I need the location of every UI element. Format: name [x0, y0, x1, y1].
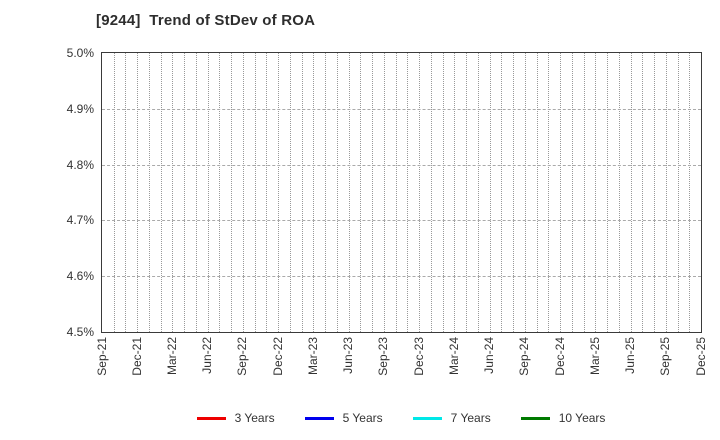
gridline-vertical [454, 53, 456, 332]
gridline-vertical [665, 53, 667, 332]
gridline-vertical [254, 53, 256, 332]
y-tick-label: 4.9% [66, 101, 94, 116]
y-tick-label: 4.6% [66, 269, 94, 284]
y-tick-label: 4.7% [66, 213, 94, 228]
gridline-vertical [407, 53, 409, 332]
gridline-vertical [466, 53, 468, 332]
gridline-vertical [654, 53, 656, 332]
plot-area [101, 52, 702, 333]
gridline-horizontal [102, 108, 701, 110]
gridline-vertical [278, 53, 280, 332]
x-tick-label: Sep-22 [235, 337, 250, 376]
gridline-vertical [419, 53, 421, 332]
x-tick-label: Dec-23 [411, 337, 426, 376]
gridline-vertical [583, 53, 585, 332]
gridline-vertical [477, 53, 479, 332]
gridline-vertical [184, 53, 186, 332]
x-tick-label: Dec-22 [270, 337, 285, 376]
gridline-vertical [689, 53, 691, 332]
legend-label: 10 Years [558, 411, 606, 425]
gridline-vertical [360, 53, 362, 332]
x-tick-label: Sep-24 [517, 337, 532, 376]
gridline-vertical [607, 53, 609, 332]
x-tick-label: Sep-21 [94, 337, 109, 376]
legend-label: 3 Years [234, 411, 275, 425]
y-tick-label: 4.5% [66, 325, 94, 339]
x-tick-label: Jun-23 [341, 337, 356, 374]
x-tick-label: Mar-22 [164, 337, 179, 376]
gridline-vertical [266, 53, 268, 332]
gridline-vertical [172, 53, 174, 332]
x-tick-label: Sep-25 [658, 337, 673, 376]
gridline-vertical [630, 53, 632, 332]
y-tick-label: 4.8% [66, 157, 94, 172]
gridline-vertical [148, 53, 150, 332]
gridline-vertical [195, 53, 197, 332]
gridline-vertical [125, 53, 127, 332]
gridline-vertical [336, 53, 338, 332]
gridline-vertical [242, 53, 244, 332]
gridline-vertical [395, 53, 397, 332]
x-tick-label: Dec-25 [693, 337, 708, 376]
x-tick-label: Mar-23 [305, 337, 320, 376]
gridline-horizontal [102, 220, 701, 222]
gridline-vertical [207, 53, 209, 332]
gridline-vertical [524, 53, 526, 332]
gridline-vertical [513, 53, 515, 332]
x-tick-label: Dec-21 [129, 337, 144, 376]
gridline-vertical [442, 53, 444, 332]
gridline-vertical [383, 53, 385, 332]
legend: 3 Years 5 Years 7 Years 10 Years [101, 408, 701, 428]
x-tick-label: Jun-25 [623, 337, 638, 374]
legend-item-10-years: 10 Years [520, 411, 606, 425]
gridline-vertical [560, 53, 562, 332]
gridline-vertical [430, 53, 432, 332]
legend-item-7-years: 7 Years [412, 411, 491, 425]
gridline-vertical [489, 53, 491, 332]
legend-item-3-years: 3 Years [196, 411, 275, 425]
x-tick-label: Mar-25 [587, 337, 602, 376]
legend-label: 7 Years [450, 411, 491, 425]
gridline-vertical [313, 53, 315, 332]
legend-line-swatch [196, 416, 226, 420]
chart-title: [9244] Trend of StDev of ROA [96, 12, 316, 29]
gridline-vertical [219, 53, 221, 332]
legend-item-5-years: 5 Years [304, 411, 383, 425]
x-tick-label: Jun-24 [482, 337, 497, 374]
gridline-vertical [536, 53, 538, 332]
x-tick-label: Jun-22 [200, 337, 215, 374]
legend-line-swatch [412, 416, 442, 420]
gridline-vertical [231, 53, 233, 332]
y-tick-label: 5.0% [66, 46, 94, 60]
gridline-vertical [571, 53, 573, 332]
gridline-vertical [113, 53, 115, 332]
gridline-vertical [618, 53, 620, 332]
legend-label: 5 Years [342, 411, 383, 425]
gridline-vertical [677, 53, 679, 332]
x-tick-label: Mar-24 [446, 337, 461, 376]
gridline-vertical [325, 53, 327, 332]
legend-line-swatch [520, 416, 550, 420]
gridline-vertical [595, 53, 597, 332]
gridline-horizontal [102, 164, 701, 166]
gridline-vertical [372, 53, 374, 332]
gridline-vertical [548, 53, 550, 332]
gridline-vertical [289, 53, 291, 332]
gridline-vertical [160, 53, 162, 332]
gridline-vertical [301, 53, 303, 332]
x-tick-label: Sep-23 [376, 337, 391, 376]
gridline-vertical [642, 53, 644, 332]
gridline-vertical [348, 53, 350, 332]
legend-line-swatch [304, 416, 334, 420]
gridline-vertical [137, 53, 139, 332]
gridline-horizontal [102, 276, 701, 278]
x-tick-label: Dec-24 [552, 337, 567, 376]
gridline-vertical [501, 53, 503, 332]
